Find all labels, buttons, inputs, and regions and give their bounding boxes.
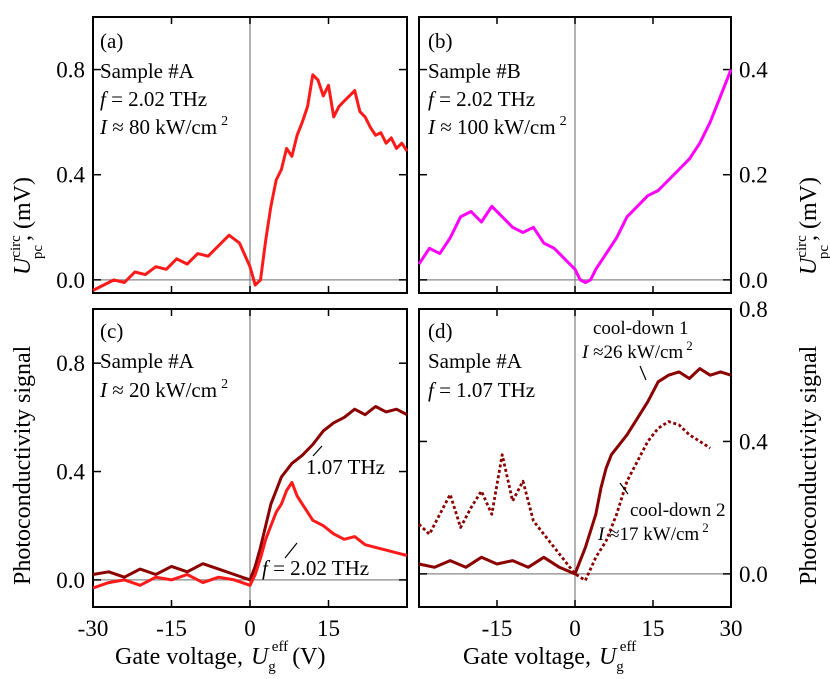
panel-a-label: (a) xyxy=(100,29,123,53)
panel-c-sample: Sample #A xyxy=(100,349,195,373)
panel-a-sample: Sample #A xyxy=(100,59,195,83)
panel-b-sample: Sample #B xyxy=(428,59,521,83)
panel-c-xtick-label: 15 xyxy=(317,616,340,641)
panel-d-ytick-label: 0.8 xyxy=(739,297,768,322)
panel-c-ytick-label: 0.0 xyxy=(56,568,85,593)
panel-d-xtick-label: 15 xyxy=(642,616,665,641)
panel-d-ytick-label: 0.4 xyxy=(739,429,768,454)
panel-c-xtick-label: -15 xyxy=(156,616,187,641)
panel-a-series-1-line xyxy=(92,73,409,292)
xlabel-left: Gate voltage, Ugeff (V) xyxy=(115,639,326,675)
panel-a-intensity: I ≈ 80 kW/cm 2 xyxy=(99,114,228,139)
panel-d-cd2-leader xyxy=(619,482,629,495)
panel-c-label: (c) xyxy=(100,319,123,343)
panel-c-ytick-label: 0.4 xyxy=(56,460,85,485)
panel-d-frequency: f = 1.07 THz xyxy=(428,378,535,402)
left-ylabel-bottom: Photoconductivity signal xyxy=(10,345,36,585)
panel-d-sample: Sample #A xyxy=(428,349,523,373)
panel-c-202-label: f = 2.02 THz xyxy=(262,556,369,580)
panel-b-intensity: I ≈ 100 kW/cm 2 xyxy=(427,114,567,139)
panel-a-ytick-label: 0.4 xyxy=(56,163,85,188)
left-ylabel-top: Ucirc pc, (mV) xyxy=(8,177,46,275)
panel-b-ytick-label: 0.4 xyxy=(739,58,768,83)
panel-c-ytick-label: 0.8 xyxy=(56,351,85,376)
panel-d-annotations: (d) Sample #A f = 1.07 THz cool-down 1 I… xyxy=(428,318,726,545)
panel-a-ytick-label: 0.8 xyxy=(56,58,85,83)
right-ylabel-bottom: Photoconductivity signal xyxy=(796,345,822,585)
panel-d-ytick-label: 0.0 xyxy=(739,562,768,587)
panel-d-xtick-label: -15 xyxy=(482,616,513,641)
panel-d-series-1-line xyxy=(418,367,732,576)
panel-b-label: (b) xyxy=(428,29,453,53)
panel-b-frequency: f = 2.02 THz xyxy=(428,87,535,111)
panel-c-xtick-label: -30 xyxy=(78,616,109,641)
panel-a-ytick-label: 0.0 xyxy=(56,268,85,293)
panel-c-xtick-label: 0 xyxy=(244,616,256,641)
panel-d-label: (d) xyxy=(428,319,453,343)
panel-c-202-leader xyxy=(284,542,298,559)
panel-a-frequency: f = 2.02 THz xyxy=(100,87,207,111)
axis-labels: Ucirc pc, (mV) Ucirc pc, (mV) Photoconduct… xyxy=(8,177,830,675)
panel-d-cd1-label: cool-down 1 xyxy=(593,318,689,339)
panel-b-series-1-line xyxy=(417,69,733,284)
panel-d-cd2-intensity: I ≈17 kW/cm 2 xyxy=(597,520,709,545)
panel-c-series-2-line xyxy=(92,480,408,590)
panel-c-intensity: I ≈ 20 kW/cm 2 xyxy=(99,377,228,402)
panel-a-annotations: (a) Sample #A f = 2.02 THz I ≈ 80 kW/cm 2 xyxy=(99,29,228,139)
panel-d-cd1-leader xyxy=(639,365,647,381)
panel-b-annotations: (b) Sample #B f = 2.02 THz I ≈ 100 kW/cm… xyxy=(427,29,567,139)
panel-b-ytick-label: 0.0 xyxy=(739,268,768,293)
panel-d-cd2-label: cool-down 2 xyxy=(630,500,726,521)
xlabel-right: Gate voltage, Ugeff xyxy=(463,639,636,675)
panel-b-ytick-label: 0.2 xyxy=(739,163,768,188)
panel-c-107-label: 1.07 THz xyxy=(306,455,385,479)
series-layer xyxy=(92,69,733,590)
right-ylabel-top: Ucirc pc, (mV) xyxy=(794,177,830,275)
panel-d-xtick-label: 30 xyxy=(720,616,743,641)
panel-d-cd1-intensity: I ≈26 kW/cm 2 xyxy=(581,338,693,363)
axes-layer: 0.0 0.4 0.8 0.0 0.2 0.4 0.0 0.4 0.8 -30 -15 0 15 0.0 0… xyxy=(56,16,768,641)
panel-d-xtick-label: 0 xyxy=(569,616,581,641)
panel-c-series-1-line xyxy=(92,405,408,582)
panel-c-annotations: (c) Sample #A I ≈ 20 kW/cm 2 1.07 THz f =… xyxy=(99,319,385,580)
panel-c-107-leader xyxy=(312,445,323,457)
